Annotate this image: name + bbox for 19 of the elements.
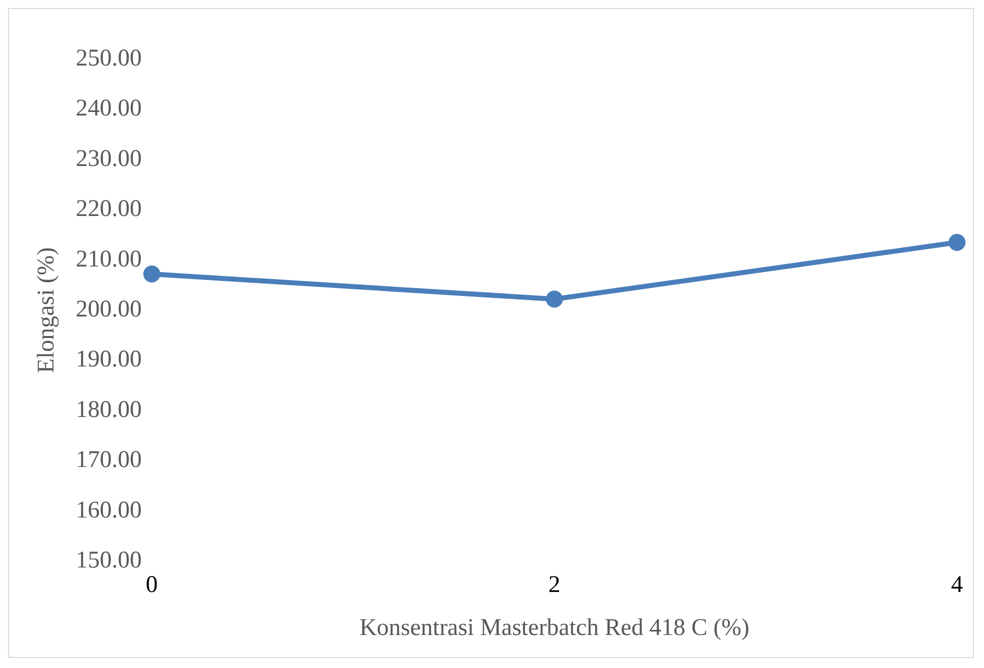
x-tick-label: 4 — [951, 572, 963, 598]
point — [143, 266, 160, 283]
y-tick-label: 210.00 — [76, 246, 142, 272]
y-tick-label: 230.00 — [76, 146, 142, 172]
point — [948, 234, 966, 251]
y-tick-label: 160.00 — [76, 497, 142, 524]
y-tick-label: 250.00 — [76, 45, 142, 72]
x-tick-label: 2 — [548, 572, 560, 598]
x-axis-title: Konsentrasi Masterbatch Red 418 C (%) — [359, 614, 750, 641]
y-tick-label: 220.00 — [76, 196, 142, 222]
y-axis-title: Elongasi (%) — [34, 247, 60, 374]
y-tick-label: 240.00 — [76, 96, 142, 122]
y-tick-label: 150.00 — [76, 548, 142, 574]
y-tick-label: 200.00 — [76, 296, 142, 322]
y-tick-label: 170.00 — [76, 447, 142, 474]
y-tick-label: 190.00 — [76, 346, 142, 373]
x-tick-label: 0 — [146, 572, 158, 598]
y-tick-label: 180.00 — [76, 396, 142, 423]
point — [546, 290, 563, 308]
